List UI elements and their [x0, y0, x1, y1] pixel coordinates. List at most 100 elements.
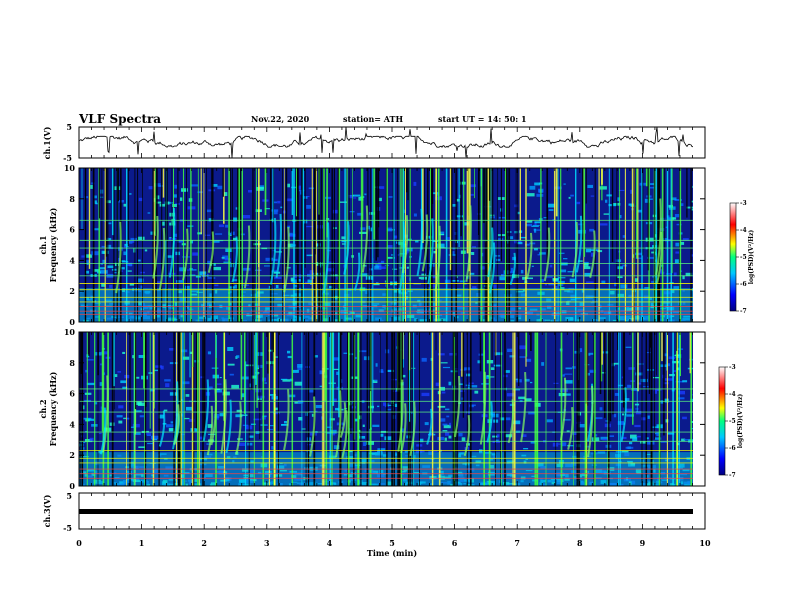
spectrogram-noise-patch: [221, 257, 225, 259]
spectrogram-noise-patch: [505, 417, 511, 421]
spectrogram-noise-patch: [253, 418, 262, 421]
spectrogram-noise-patch: [386, 227, 393, 232]
spectrogram-noise-patch: [306, 225, 314, 228]
y-tick-label: 2: [69, 286, 75, 296]
spectrogram-noise-patch: [158, 414, 164, 419]
spectrogram-noise-patch: [442, 423, 448, 426]
spectrogram-noise-patch: [144, 432, 152, 435]
spectrogram-noise-patch: [617, 266, 624, 270]
emission-element: [571, 221, 579, 278]
spectrogram-noise-patch: [182, 381, 190, 385]
spectrogram-noise-patch: [509, 271, 514, 274]
spectrogram-noise-patch: [525, 243, 530, 246]
spectrogram-noise-patch: [435, 192, 440, 196]
spectrogram-noise-patch: [297, 364, 303, 368]
spectrogram-noise-patch: [671, 197, 677, 201]
spectrogram-noise-patch: [287, 243, 293, 248]
spectrogram-noise-patch: [637, 435, 641, 438]
emission-element: [99, 407, 107, 455]
spectrogram-noise-patch: [294, 284, 299, 288]
spectrogram-noise-patch: [545, 276, 553, 278]
y-tick-label: 8: [69, 358, 75, 368]
spectrogram-noise-patch: [211, 184, 218, 187]
spectrogram-noise-patch: [420, 276, 428, 280]
spectrogram-noise-patch: [305, 366, 310, 368]
x-tick-label: 6: [452, 538, 458, 548]
spectrogram-noise-patch: [332, 368, 340, 370]
spectrogram-noise-patch: [499, 417, 505, 421]
spectrogram-noise-patch: [445, 408, 450, 411]
spectrogram-noise-patch: [216, 383, 222, 385]
spectrogram-noise-patch: [94, 402, 98, 405]
spectrogram-noise-patch: [185, 285, 190, 290]
spectrogram-noise-patch: [418, 277, 421, 280]
spectrogram-noise-patch: [129, 263, 132, 267]
spectrogram-noise-patch: [189, 269, 197, 271]
spectrogram-noise-patch: [428, 432, 434, 436]
emission-element: [507, 399, 515, 444]
spectrogram-noise-patch: [333, 398, 337, 403]
spectrogram-noise-patch: [618, 189, 625, 191]
spec1-ylabel: Frequency (kHz): [48, 207, 58, 282]
spectrogram-noise-patch: [534, 248, 538, 251]
spectrogram-noise-patch: [86, 382, 95, 386]
spectrogram-noise-patch: [376, 186, 385, 189]
spectrogram-noise-patch: [546, 419, 553, 423]
spectrogram-noise-patch: [105, 238, 112, 241]
spectrogram-noise-patch: [94, 228, 99, 231]
spectrogram-noise-patch: [663, 238, 668, 242]
spectrogram-noise-patch: [236, 409, 242, 413]
spectrogram-noise-patch: [378, 197, 382, 202]
ch1-ytick-top: 5: [66, 122, 72, 132]
spectrogram-noise-patch: [349, 211, 355, 213]
spectrogram-noise-patch: [232, 279, 240, 282]
spectrogram-noise-patch: [548, 283, 556, 286]
spectrogram-noise-patch: [583, 266, 591, 270]
spectrogram-noise-patch: [664, 398, 669, 403]
spectrogram-noise-patch: [85, 369, 88, 373]
emission-element: [158, 410, 166, 447]
spectrogram-noise-patch: [614, 393, 619, 396]
spectrogram-noise-patch: [264, 265, 271, 267]
spectrogram-noise-patch: [682, 238, 689, 241]
spectrogram-noise-patch: [675, 251, 681, 254]
spectrogram-noise-patch: [631, 387, 639, 391]
spectrogram-noise-patch: [270, 270, 278, 273]
spectrogram-noise-patch: [536, 229, 541, 231]
spectrogram-noise-patch: [433, 450, 438, 452]
spectrogram-noise-patch: [523, 448, 529, 450]
spectrogram-noise-patch: [224, 258, 232, 261]
spectrogram-noise-patch: [586, 281, 594, 284]
spectrogram-noise-patch: [599, 407, 603, 411]
emission-element: [339, 402, 347, 438]
spectrogram-noise-patch: [632, 437, 638, 441]
spectrogram-noise-patch: [387, 245, 393, 249]
spectrogram-noise-patch: [559, 252, 565, 254]
spectrogram-noise-patch: [215, 233, 223, 235]
x-tick-label: 9: [640, 538, 646, 548]
spec1-colorbar-ticks: -3 -4 -5 -6 -7: [736, 200, 747, 315]
spectrogram-noise-patch: [489, 214, 495, 216]
spectrogram-noise-patch: [109, 284, 113, 288]
spectrogram-noise-patch: [442, 366, 450, 369]
spectrogram-noise-patch: [130, 426, 135, 428]
spectrogram-noise-patch: [641, 417, 646, 421]
spectrogram-noise-patch: [570, 194, 574, 197]
colorbar-tick-label: -3: [740, 200, 747, 207]
spectrogram-noise-patch: [565, 367, 572, 370]
spectrogram-noise-patch: [678, 390, 685, 395]
spectrogram-noise-patch: [207, 260, 211, 265]
spectrogram-noise-patch: [448, 381, 452, 386]
spectrogram-noise-patch: [84, 196, 89, 199]
spectrogram-noise-patch: [118, 420, 123, 424]
spectrogram-noise-patch: [680, 203, 684, 206]
spectrogram-noise-patch: [256, 187, 264, 191]
spectrogram-noise-patch: [531, 225, 539, 227]
spectrogram-noise-patch: [309, 270, 314, 275]
emission-element: [488, 242, 496, 294]
spectrogram-noise-patch: [663, 353, 669, 357]
spectrogram-noise-patch: [84, 254, 93, 258]
spectrogram-noise-patch: [590, 195, 595, 197]
spectrogram-noise-patch: [377, 405, 380, 408]
y-tick-label: 10: [64, 327, 76, 337]
